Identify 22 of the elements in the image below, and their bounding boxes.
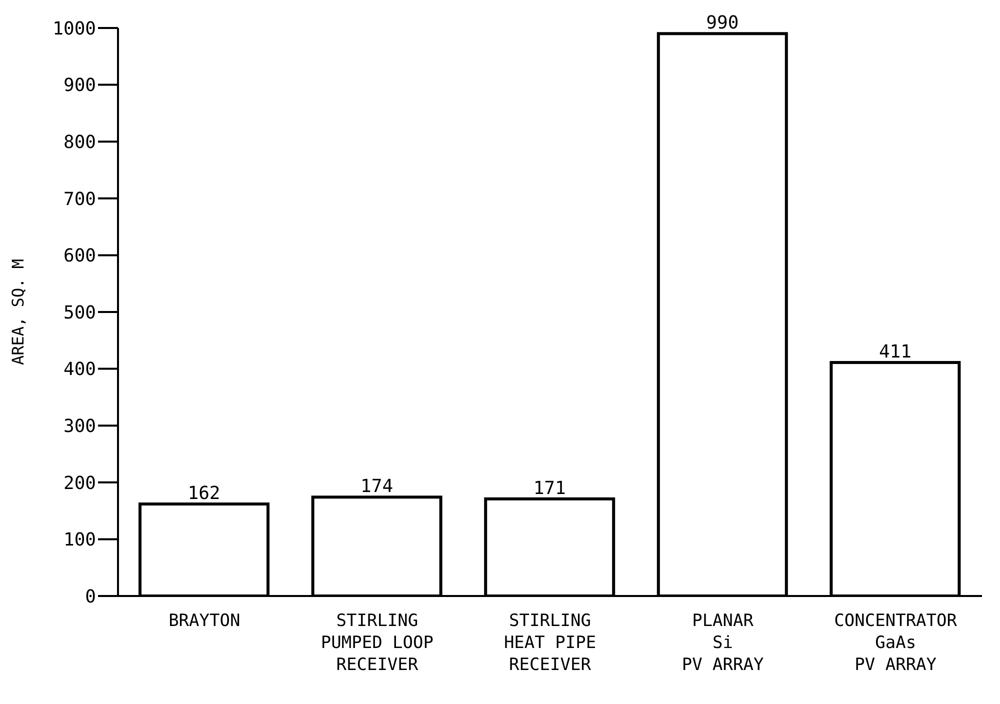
y-tick-label: 100 (63, 530, 96, 551)
y-tick-label: 300 (63, 416, 96, 437)
data-label: 162 (188, 482, 220, 504)
data-label: 990 (706, 12, 739, 34)
y-tick-label: 1000 (52, 18, 96, 40)
data-label: 411 (878, 342, 912, 363)
y-tick-label: 800 (63, 132, 96, 153)
y-tick-label: 0 (85, 586, 96, 608)
x-tick-label: BRAYTON (168, 611, 240, 631)
x-tick-label: CONCENTRATOR GaAs PV ARRAY (834, 611, 958, 675)
x-tick-label: STIRLING PUMPED LOOP RECEIVER (320, 611, 434, 675)
y-tick-label: 600 (63, 246, 96, 267)
y-tick-label: 200 (63, 472, 96, 494)
y-tick-label: 500 (63, 302, 96, 324)
y-tick-label: 900 (63, 75, 96, 96)
x-tick-label: STIRLING HEAT PIPE RECEIVER (504, 611, 596, 675)
data-label: 171 (533, 478, 566, 499)
y-axis-title: AREA, SQ. M (8, 259, 28, 365)
y-tick-label: 400 (63, 359, 96, 380)
data-label: 174 (360, 476, 394, 498)
y-tick-label: 700 (63, 188, 96, 210)
x-tick-label: PLANAR Si PV ARRAY (682, 611, 764, 675)
